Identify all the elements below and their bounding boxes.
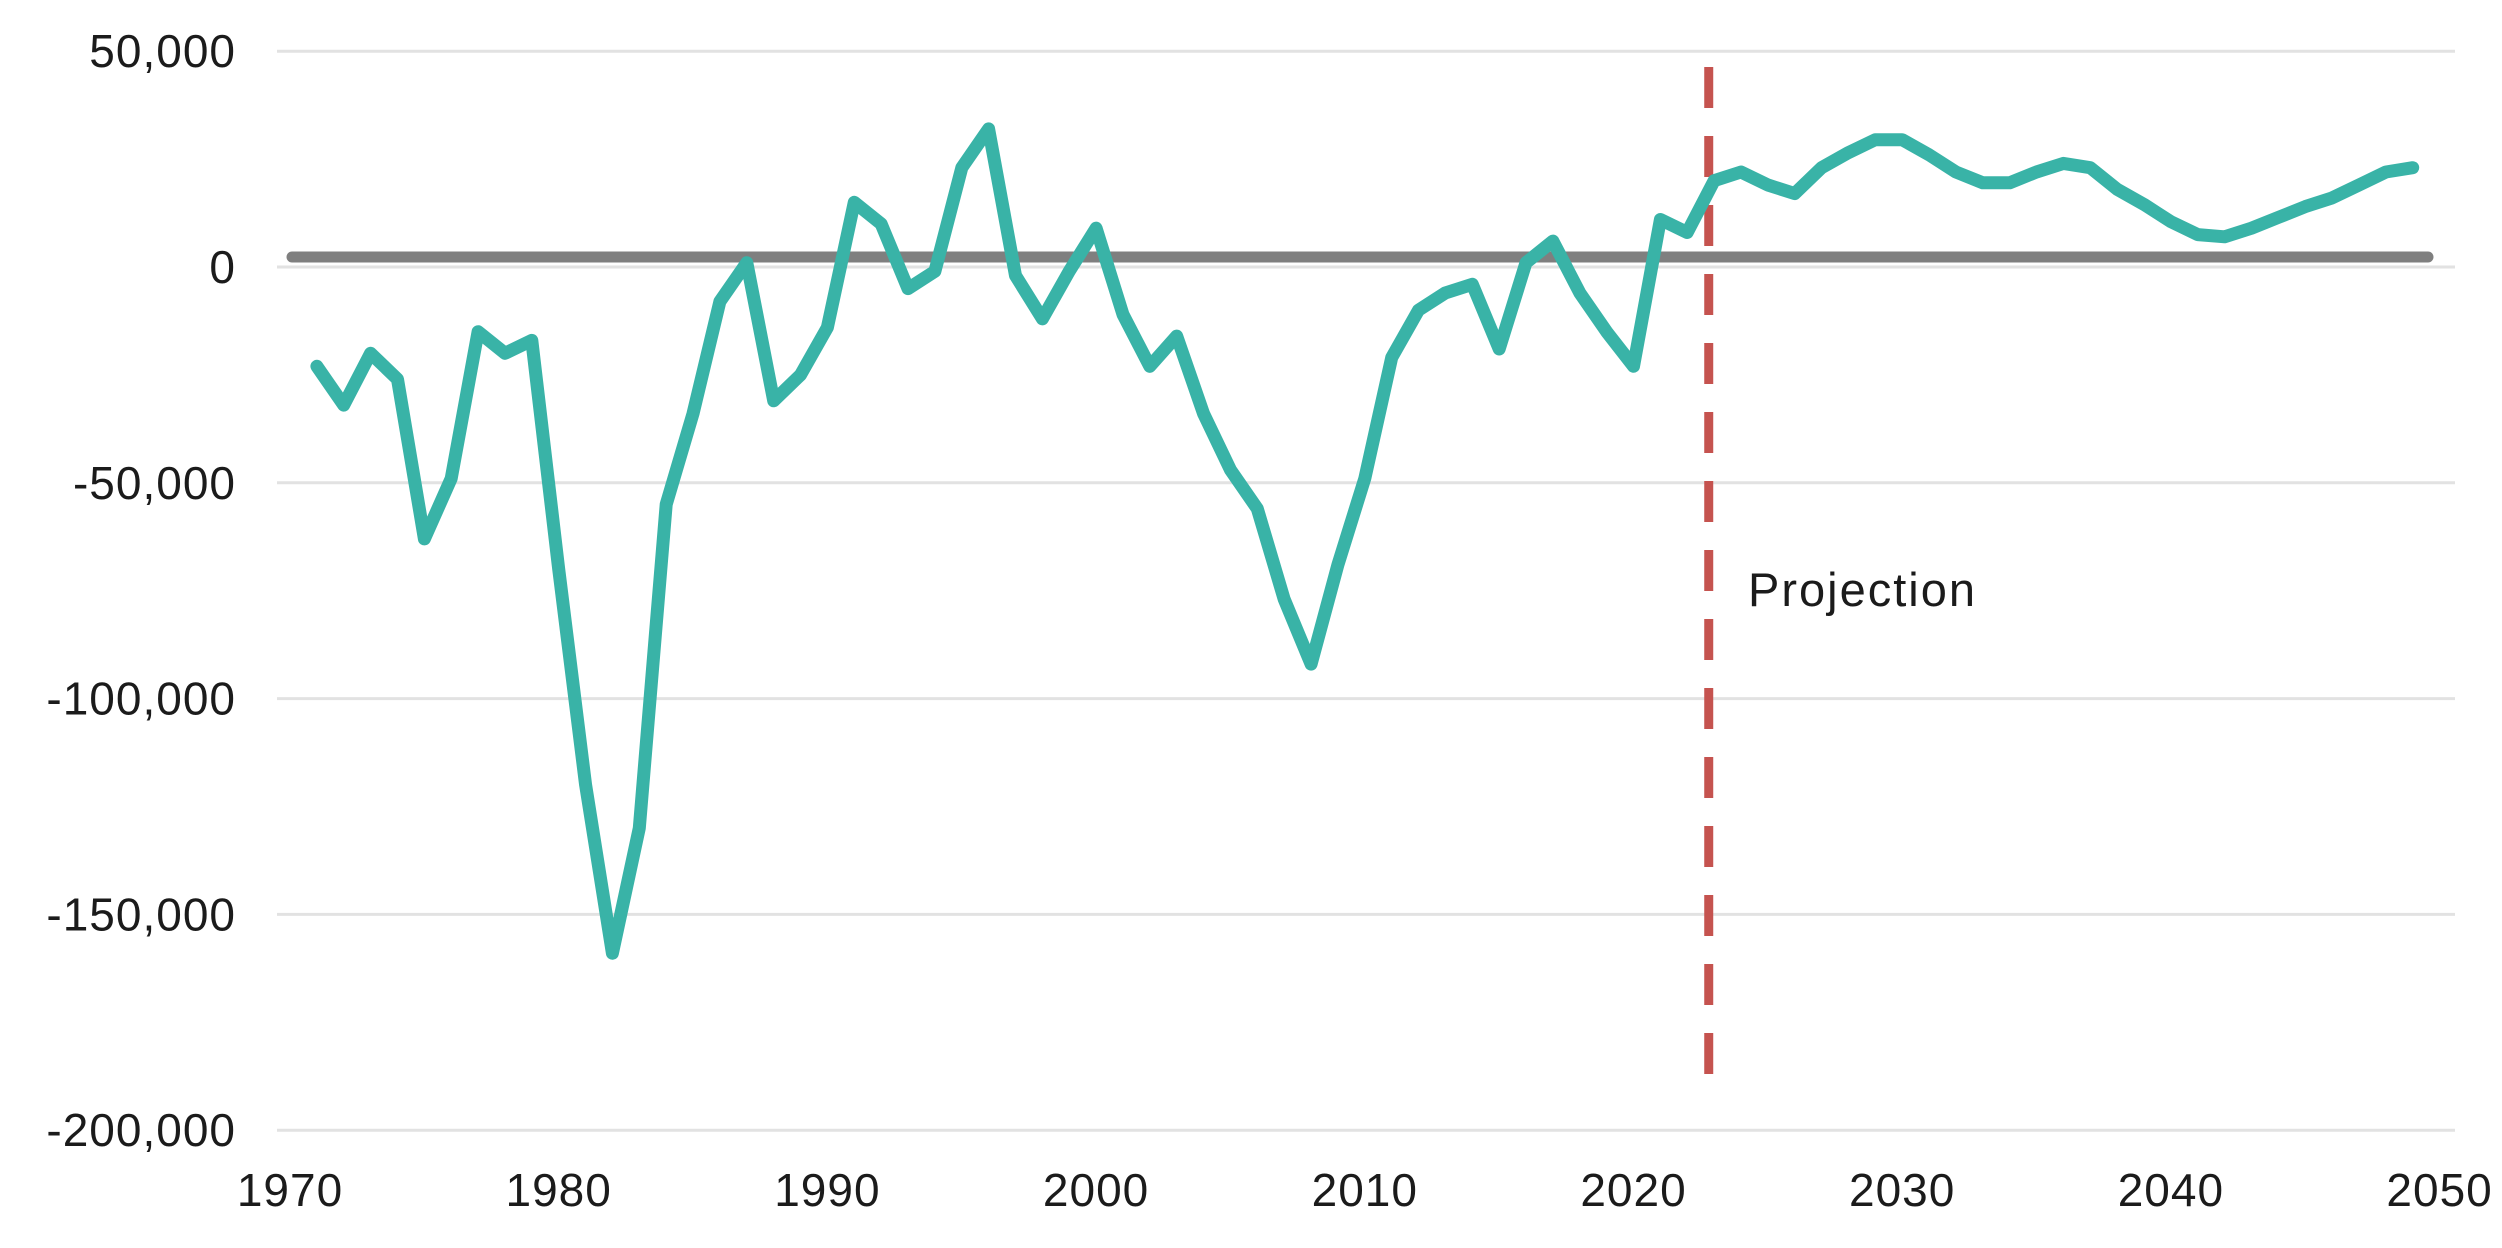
x-axis-tick-label: 2010 (1312, 1164, 1418, 1216)
x-axis-tick-label: 2000 (1043, 1164, 1149, 1216)
x-axis-tick-label: 2050 (2386, 1164, 2492, 1216)
x-axis-tick-label: 2020 (1580, 1164, 1686, 1216)
y-axis-tick-label: -200,000 (46, 1104, 236, 1156)
projection-label: Projection (1748, 563, 1977, 616)
x-axis-tick-label: 1970 (237, 1164, 343, 1216)
x-axis-tick-label: 1980 (506, 1164, 612, 1216)
y-axis-tick-label: -50,000 (73, 457, 236, 509)
x-axis-tick-label: 1990 (774, 1164, 880, 1216)
x-axis-tick-label: 2040 (2118, 1164, 2224, 1216)
y-axis-tick-label: -150,000 (46, 888, 236, 940)
y-axis-tick-label: -100,000 (46, 673, 236, 725)
x-axis-tick-label: 2030 (1849, 1164, 1955, 1216)
y-axis-tick-label: 0 (209, 241, 236, 293)
y-axis-tick-label: 50,000 (89, 25, 236, 77)
data-series-line (310, 122, 2420, 960)
